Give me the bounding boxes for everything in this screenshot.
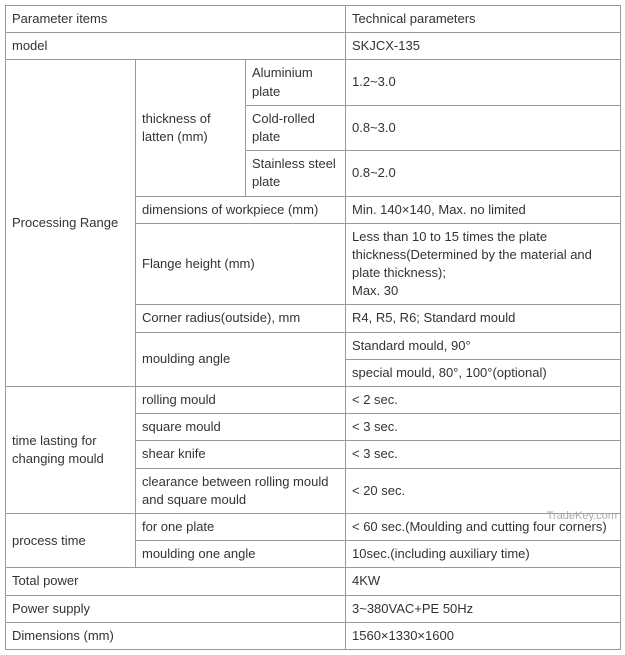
process-time-item: moulding one angle bbox=[136, 541, 346, 568]
total-power-label: Total power bbox=[6, 568, 346, 595]
thickness-material: Aluminium plate bbox=[246, 60, 346, 105]
dimensions-value: Min. 140×140, Max. no limited bbox=[346, 196, 621, 223]
thickness-material: Stainless steel plate bbox=[246, 151, 346, 196]
corner-value: R4, R5, R6; Standard mould bbox=[346, 305, 621, 332]
changing-mould-value: < 20 sec. bbox=[346, 468, 621, 513]
table-row: process time for one plate < 60 sec.(Mou… bbox=[6, 513, 621, 540]
model-value: SKJCX-135 bbox=[346, 33, 621, 60]
header-row: Parameter items Technical parameters bbox=[6, 6, 621, 33]
dimensions-label: dimensions of workpiece (mm) bbox=[136, 196, 346, 223]
process-time-value: 10sec.(including auxiliary time) bbox=[346, 541, 621, 568]
moulding-angle-value: special mould, 80°, 100°(optional) bbox=[346, 359, 621, 386]
changing-mould-item: rolling mould bbox=[136, 387, 346, 414]
power-supply-label: Power supply bbox=[6, 595, 346, 622]
changing-mould-item: shear knife bbox=[136, 441, 346, 468]
model-row: model SKJCX-135 bbox=[6, 33, 621, 60]
spec-table: Parameter items Technical parameters mod… bbox=[5, 5, 621, 650]
table-row: Total power 4KW bbox=[6, 568, 621, 595]
thickness-label: thickness of latten (mm) bbox=[136, 60, 246, 196]
changing-mould-value: < 3 sec. bbox=[346, 441, 621, 468]
header-tech-params: Technical parameters bbox=[346, 6, 621, 33]
thickness-material: Cold-rolled plate bbox=[246, 105, 346, 150]
total-power-value: 4KW bbox=[346, 568, 621, 595]
power-supply-value: 3~380VAC+PE 50Hz bbox=[346, 595, 621, 622]
changing-mould-value: < 2 sec. bbox=[346, 387, 621, 414]
corner-label: Corner radius(outside), mm bbox=[136, 305, 346, 332]
table-row: Power supply 3~380VAC+PE 50Hz bbox=[6, 595, 621, 622]
flange-value: Less than 10 to 15 times the plate thick… bbox=[346, 223, 621, 305]
flange-label: Flange height (mm) bbox=[136, 223, 346, 305]
table-row: Dimensions (mm) 1560×1330×1600 bbox=[6, 622, 621, 649]
moulding-angle-label: moulding angle bbox=[136, 332, 346, 386]
changing-mould-item: clearance between rolling mould and squa… bbox=[136, 468, 346, 513]
processing-range-label: Processing Range bbox=[6, 60, 136, 387]
watermark-text: TradeKey.com bbox=[547, 510, 617, 522]
moulding-angle-value: Standard mould, 90° bbox=[346, 332, 621, 359]
overall-dimensions-label: Dimensions (mm) bbox=[6, 622, 346, 649]
header-param-items: Parameter items bbox=[6, 6, 346, 33]
thickness-value: 0.8~2.0 bbox=[346, 151, 621, 196]
thickness-value: 0.8~3.0 bbox=[346, 105, 621, 150]
table-row: time lasting for changing mould rolling … bbox=[6, 387, 621, 414]
changing-mould-value: < 3 sec. bbox=[346, 414, 621, 441]
changing-mould-item: square mould bbox=[136, 414, 346, 441]
model-label: model bbox=[6, 33, 346, 60]
overall-dimensions-value: 1560×1330×1600 bbox=[346, 622, 621, 649]
process-time-label: process time bbox=[6, 513, 136, 567]
thickness-value: 1.2~3.0 bbox=[346, 60, 621, 105]
table-row: Processing Range thickness of latten (mm… bbox=[6, 60, 621, 105]
changing-mould-label: time lasting for changing mould bbox=[6, 387, 136, 514]
process-time-item: for one plate bbox=[136, 513, 346, 540]
